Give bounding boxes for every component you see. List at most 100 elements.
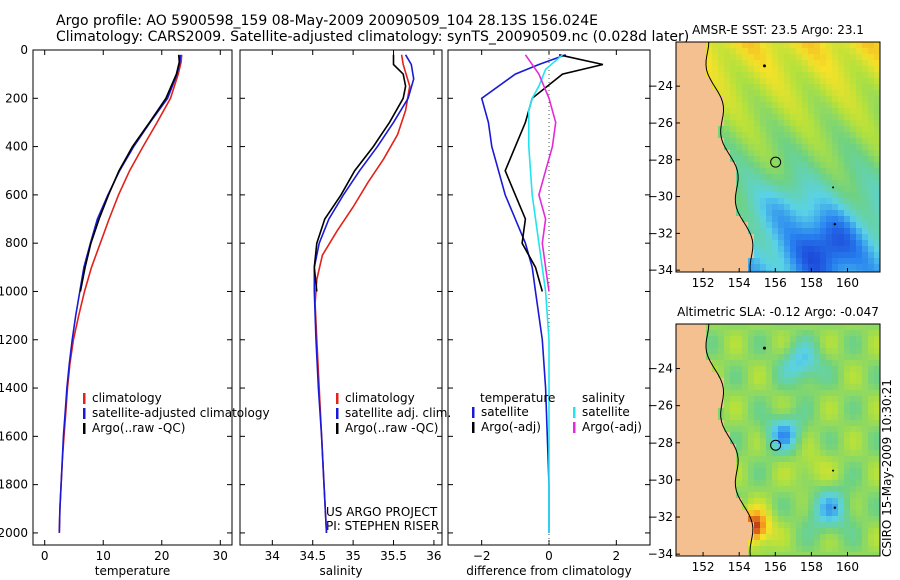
depth-tick-label: 1400 <box>0 381 28 395</box>
temperature-legend-1-swatch <box>83 408 86 419</box>
temperature-legend-0-label: climatology <box>92 391 162 405</box>
sst-map-island-dot <box>833 222 837 226</box>
difference-xtick-label: 2 <box>613 549 621 563</box>
sla-map-ytick-label: −28 <box>648 436 673 450</box>
temperature-legend-1-label: satellite-adjusted climatology <box>92 406 270 420</box>
temperature-series-2 <box>79 54 181 292</box>
salinity-xtick-label: 35 <box>345 549 360 563</box>
sla-map-island-dot <box>833 506 837 509</box>
salinity-xlabel: salinity <box>319 564 362 578</box>
sla-map-reef-dot <box>762 346 766 350</box>
diff-legend-temp-sat-swatch <box>472 407 475 418</box>
salinity-panel: 34 34.5 35 35.5 36 salinity climatologysatelli… <box>239 49 451 578</box>
diff-legend-temp-argo-label: Argo(-adj) <box>481 420 541 434</box>
sla-map-xtick-label: 156 <box>764 560 787 574</box>
difference-xlabel: difference from climatology <box>466 564 632 578</box>
sla-map-panel: 152 154 156 158 160 −24 −26 −28 −30 −32 −34 Altimet… <box>648 305 881 574</box>
difference-series-0 <box>480 54 567 533</box>
sst-map-coastline <box>705 41 754 273</box>
sla-map-xtick-label: 160 <box>836 560 859 574</box>
sla-map-xtick-label: 154 <box>728 560 751 574</box>
sst-map-island-dot2 <box>832 186 835 189</box>
salinity-xtick-label: 35.5 <box>380 549 407 563</box>
salinity-series-1 <box>313 54 415 533</box>
sst-map-ytick-label: −24 <box>648 79 673 93</box>
sla-map-ytick-label: −34 <box>648 547 673 561</box>
salinity-legend-0-label: climatology <box>345 391 415 405</box>
depth-tick-label: 600 <box>5 188 28 202</box>
sst-map-panel: 152 154 156 158 160 −24 −26 −28 −30 −32 −34 AMSR-E … <box>648 23 881 290</box>
depth-tick-label: 0 <box>20 43 28 57</box>
salinity-legend-0-swatch <box>336 393 339 404</box>
sst-map-xtick-label: 158 <box>800 276 823 290</box>
timestamp-stamp: CSIRO 15-May-2009 10:30:21 <box>880 379 894 557</box>
temperature-xlabel: temperature <box>95 564 170 578</box>
figure-title-line1: Argo profile: AO 5900598_159 08-May-2009… <box>56 13 598 29</box>
sst-map-title: AMSR-E SST: 23.5 Argo: 23.1 <box>692 23 864 37</box>
diff-legend-salinity-title: salinity <box>582 391 625 405</box>
temperature-legend-2-swatch <box>83 423 86 434</box>
sst-map-xtick-label: 154 <box>728 276 751 290</box>
difference-xtick-label: −2 <box>473 549 491 563</box>
sla-map-coastline <box>705 323 754 557</box>
sla-map-ytick-label: −24 <box>648 362 673 376</box>
sst-map-xtick-label: 160 <box>836 276 859 290</box>
diff-legend-sal-argo-swatch <box>573 422 576 433</box>
difference-series-1 <box>504 54 604 292</box>
temperature-panel: 0 10 20 30 0 200 400 600 800 1000 1200 1400 1600 1800… <box>0 43 270 578</box>
temperature-legend-2-label: Argo(..raw -QC) <box>92 421 185 435</box>
salinity-legend-2-swatch <box>336 423 339 434</box>
salinity-legend-1-label: satellite adj. clim. <box>345 406 451 420</box>
temperature-frame <box>32 49 233 546</box>
sst-map-ytick-label: −28 <box>648 153 673 167</box>
diff-legend-sal-argo-label: Argo(-adj) <box>582 420 642 434</box>
depth-tick-label: 2000 <box>0 526 28 540</box>
depth-tick-label: 800 <box>5 236 28 250</box>
sla-map-island-dot2 <box>832 469 835 472</box>
sla-map-title: Altimetric SLA: -0.12 Argo: -0.047 <box>677 305 879 319</box>
sla-map-ytick-label: −26 <box>648 399 673 413</box>
sst-map-frame <box>675 41 881 273</box>
salinity-series-2 <box>313 54 407 292</box>
credit-line2: PI: STEPHEN RISER <box>326 519 440 533</box>
depth-tick-label: 1800 <box>0 478 28 492</box>
temperature-xtick-label: 30 <box>213 549 228 563</box>
sst-map-ytick-label: −30 <box>648 190 673 204</box>
sla-map-argo-marker <box>770 439 782 451</box>
depth-tick-label: 400 <box>5 140 28 154</box>
salinity-series-0 <box>314 54 411 533</box>
salinity-xtick-label: 34 <box>265 549 280 563</box>
sst-map-ytick-label: −32 <box>648 226 673 240</box>
temperature-xtick-label: 0 <box>41 549 49 563</box>
sst-map-ytick-label: −34 <box>648 263 673 277</box>
sla-map-ytick-label: −30 <box>648 473 673 487</box>
salinity-legend-2-label: Argo(..raw -QC) <box>345 421 438 435</box>
temperature-xtick-label: 10 <box>96 549 111 563</box>
figure-title-line2: Climatology: CARS2009. Satellite-adjuste… <box>56 29 690 45</box>
diff-legend-temp-argo-swatch <box>472 422 475 433</box>
difference-series-2 <box>528 54 564 533</box>
sla-map-frame <box>675 323 881 557</box>
diff-legend-temperature-title: temperature <box>480 391 555 405</box>
salinity-xtick-label: 34.5 <box>299 549 326 563</box>
sla-map-ytick-label: −32 <box>648 510 673 524</box>
temperature-series-0 <box>58 54 183 533</box>
diff-legend-sal-sat-label: satellite <box>582 405 630 419</box>
salinity-legend-1-swatch <box>336 408 339 419</box>
sla-map-xtick-label: 158 <box>800 560 823 574</box>
temperature-legend-0-swatch <box>83 393 86 404</box>
salinity-xtick-label: 36 <box>426 549 441 563</box>
diff-legend-temp-sat-label: satellite <box>481 405 529 419</box>
sla-map-xtick-label: 152 <box>692 560 715 574</box>
depth-tick-label: 200 <box>5 91 28 105</box>
difference-xtick-label: 0 <box>545 549 553 563</box>
diff-legend-sal-sat-swatch <box>573 407 576 418</box>
sst-map-reef-dot <box>762 64 766 68</box>
depth-tick-label: 1200 <box>0 333 28 347</box>
salinity-frame <box>239 49 443 546</box>
difference-series-3 <box>524 54 557 292</box>
sst-map-xtick-label: 156 <box>764 276 787 290</box>
depth-tick-label: 1000 <box>0 284 28 298</box>
